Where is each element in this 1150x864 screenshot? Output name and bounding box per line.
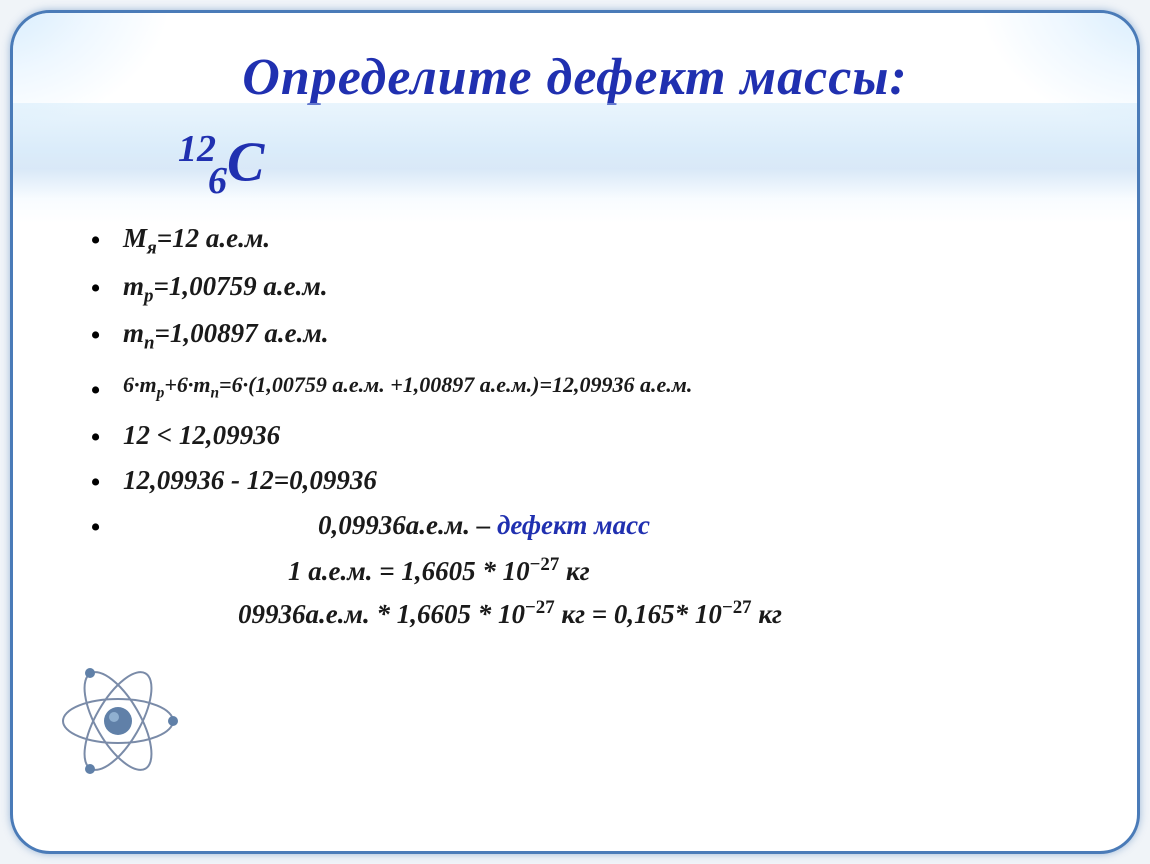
element-symbol: С — [227, 132, 264, 194]
slide-frame: Определите дефект массы: 126С Мя=12 а.е.… — [10, 10, 1140, 854]
given-line: Мя=12 а.е.м. — [68, 218, 1082, 263]
given-line: mp=1,00759 а.е.м. — [68, 266, 1082, 311]
amu-unit: кг — [559, 556, 589, 586]
given-line: mn=1,00897 а.е.м. — [68, 313, 1082, 358]
slide-content: Мя=12 а.е.м. mp=1,00759 а.е.м. mn=1,0089… — [68, 218, 1082, 636]
atomic-number: 6 — [208, 160, 227, 202]
final-mid: кг = 0,165* 10 — [555, 599, 722, 629]
nuclide-symbol: 126С — [178, 127, 1082, 203]
slide-title: Определите дефект массы: — [68, 48, 1082, 107]
calc-line: 6·mp+6·mn=6·(1,00759 а.е.м. +1,00897 а.е… — [68, 368, 1082, 405]
subtraction-line: 12,09936 - 12=0,09936 — [68, 460, 1082, 502]
final-unit: кг — [752, 599, 782, 629]
final-exp1: −27 — [525, 597, 555, 618]
defect-line: 0,09936а.е.м. – дефект масс — [68, 505, 1082, 547]
final-exp2: −27 — [722, 597, 752, 618]
amu-conversion-line: 1 а.е.м. = 1,6605 * 10−27 кг — [68, 550, 1082, 593]
amu-exponent: −27 — [530, 554, 560, 575]
final-left: 09936а.е.м. * 1,6605 * 10 — [238, 599, 525, 629]
final-calc-line: 09936а.е.м. * 1,6605 * 10−27 кг = 0,165*… — [68, 593, 1082, 636]
atom-icon — [48, 651, 188, 791]
amu-text: 1 а.е.м. = 1,6605 * 10 — [288, 556, 530, 586]
comparison-line: 12 < 12,09936 — [68, 415, 1082, 457]
defect-value: 0,09936а.е.м. – — [318, 510, 497, 540]
defect-label: дефект масс — [497, 510, 650, 540]
